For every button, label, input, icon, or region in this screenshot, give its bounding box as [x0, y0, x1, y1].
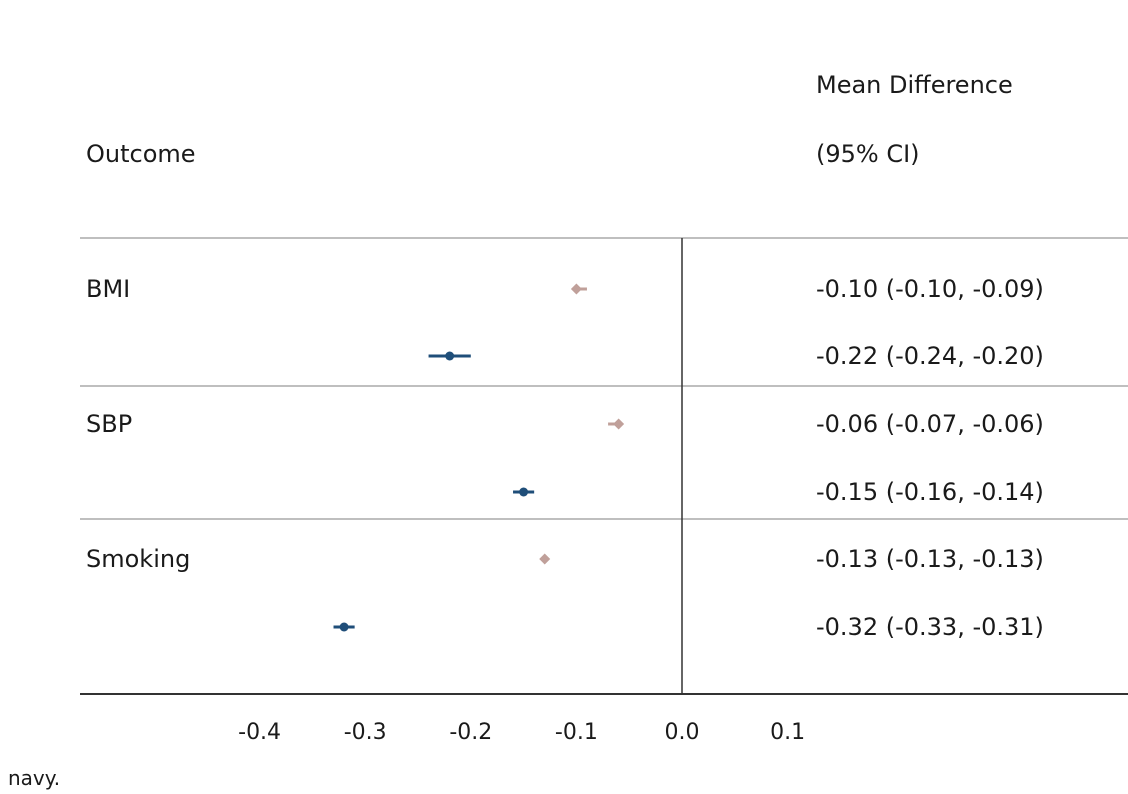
x-tick-label: -0.2	[449, 720, 493, 745]
x-tick-label: -0.4	[238, 720, 282, 745]
point-estimate-diamond	[539, 553, 551, 565]
point-estimate-diamond	[570, 283, 582, 295]
point-estimate-dot	[519, 487, 529, 497]
effect-header-line1: Mean Difference	[816, 71, 1013, 99]
effect-ci-text: -0.10 (-0.10, -0.09)	[816, 275, 1044, 303]
caption-text: navy.	[8, 766, 61, 790]
x-tick-label: 0.0	[664, 720, 700, 745]
point-estimate-diamond	[613, 418, 625, 430]
outcome-label: BMI	[86, 275, 131, 303]
effect-header-line2: (95% CI)	[816, 140, 920, 168]
effect-ci-text: -0.22 (-0.24, -0.20)	[816, 342, 1044, 370]
outcome-label: Smoking	[86, 545, 191, 573]
point-estimate-dot	[445, 351, 455, 361]
point-estimate-dot	[339, 622, 349, 632]
effect-ci-text: -0.13 (-0.13, -0.13)	[816, 545, 1044, 573]
effect-ci-text: -0.06 (-0.07, -0.06)	[816, 410, 1044, 438]
outcome-label: SBP	[86, 410, 133, 438]
x-tick-label: -0.1	[554, 720, 598, 745]
x-tick-label: -0.3	[343, 720, 387, 745]
effect-ci-text: -0.15 (-0.16, -0.14)	[816, 478, 1044, 506]
x-tick-label: 0.1	[770, 720, 806, 745]
outcome-header: Outcome	[86, 140, 196, 168]
effect-ci-text: -0.32 (-0.33, -0.31)	[816, 613, 1044, 641]
